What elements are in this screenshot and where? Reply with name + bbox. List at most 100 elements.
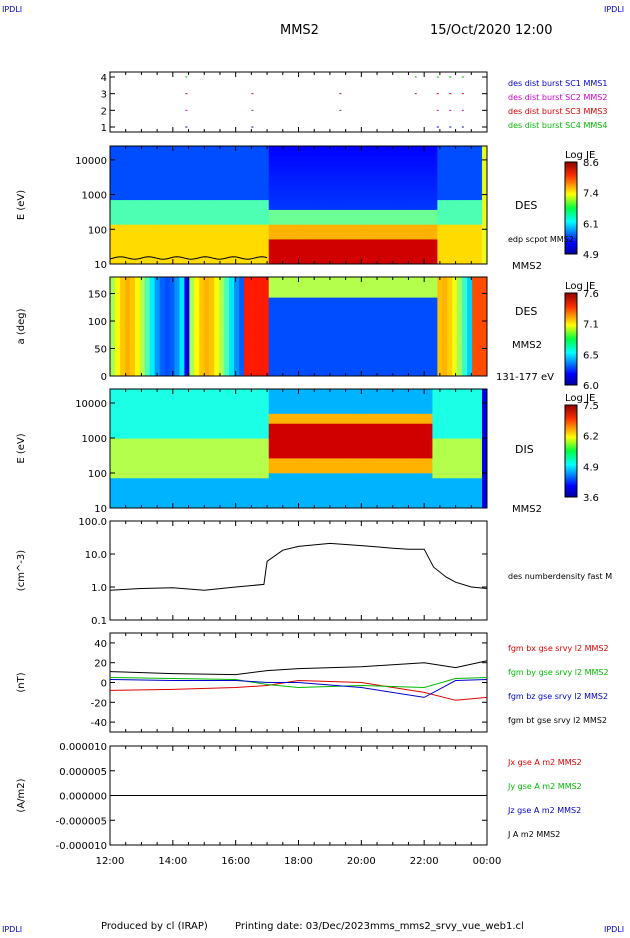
des-pitch-cell [279, 347, 284, 352]
des-pitch-cell [289, 343, 294, 348]
des-energy-cell [189, 230, 194, 235]
des-energy-cell [452, 235, 457, 240]
des-pitch-cell [160, 302, 165, 307]
des-pitch-cell [130, 314, 135, 319]
des-pitch-cell [234, 355, 239, 360]
des-energy-cell [477, 205, 482, 210]
des-pitch-cell [239, 302, 244, 307]
des-pitch-cell [457, 298, 462, 303]
dis-energy-cell [174, 473, 179, 478]
dis-energy-cell [145, 498, 150, 503]
des-energy-cell [383, 185, 388, 190]
des-pitch-cell [174, 360, 179, 365]
des-energy-cell [239, 244, 244, 249]
dis-energy-cell [234, 394, 239, 399]
dis-energy-cell [130, 434, 135, 439]
des-energy-cell [284, 230, 289, 235]
des-energy-cell [393, 166, 398, 171]
dis-energy-cell [199, 439, 204, 444]
des-energy-cell [184, 166, 189, 171]
des-energy-cell [179, 161, 184, 166]
des-energy-cell [179, 176, 184, 181]
dis-energy-cell [224, 419, 229, 424]
dis-energy-cell [150, 483, 155, 488]
dis-energy-cell [269, 493, 274, 498]
des-pitch-cell [189, 335, 194, 340]
des-energy-cell [308, 244, 313, 249]
dis-energy-cell [279, 399, 284, 404]
des-pitch-cell [447, 306, 452, 311]
des-energy-cell [303, 171, 308, 176]
des-energy-cell [264, 146, 269, 151]
des-pitch-cell [472, 306, 477, 311]
des-pitch-cell [432, 294, 437, 299]
des-pitch-cell [403, 314, 408, 319]
dis-energy-cell [254, 483, 259, 488]
dis-energy-cell [284, 394, 289, 399]
des-pitch-cell [457, 327, 462, 332]
des-energy-cell [348, 190, 353, 195]
dis-energy-cell [269, 453, 274, 458]
des-energy-cell [229, 244, 234, 249]
dis-energy-cell [318, 439, 323, 444]
dis-energy-cell [318, 444, 323, 449]
des-pitch-cell [398, 351, 403, 356]
des-pitch-cell [477, 294, 482, 299]
des-pitch-cell [279, 281, 284, 286]
dis-energy-cell [184, 409, 189, 414]
dis-energy-cell [299, 473, 304, 478]
dis-energy-cell [174, 409, 179, 414]
des-pitch-cell [239, 285, 244, 290]
des-pitch-cell [199, 335, 204, 340]
dis-energy-cell [214, 404, 219, 409]
des-energy-cell [234, 151, 239, 156]
des-energy-cell [274, 205, 279, 210]
des-pitch-cell [373, 355, 378, 360]
des-pitch-cell [289, 285, 294, 290]
dis-energy-cell [135, 394, 140, 399]
dis-energy-cell [204, 414, 209, 419]
des-pitch-cell [403, 368, 408, 373]
des-energy-cell [348, 225, 353, 230]
dis-energy-cell [274, 434, 279, 439]
des-energy-cell [323, 171, 328, 176]
dis-energy-cell [299, 498, 304, 503]
des-energy-cell [209, 210, 214, 215]
des-pitch-cell [472, 360, 477, 365]
des-energy-cell [284, 156, 289, 161]
des-pitch-cell [358, 318, 363, 323]
des-pitch-cell [279, 322, 284, 327]
des-energy-cell [442, 151, 447, 156]
des-energy-cell [244, 220, 249, 225]
des-pitch-cell [165, 364, 170, 369]
des-energy-cell [437, 210, 442, 215]
des-energy-cell [373, 239, 378, 244]
des-pitch-cell [259, 281, 264, 286]
des-pitch-cell [214, 327, 219, 332]
des-energy-cell [348, 215, 353, 220]
des-pitch-cell [427, 335, 432, 340]
des-energy-cell [224, 161, 229, 166]
des-pitch-cell [234, 314, 239, 319]
dis-energy-cell [269, 468, 274, 473]
des-energy-cell [388, 156, 393, 161]
dis-energy-cell [303, 414, 308, 419]
des-energy-cell [120, 151, 125, 156]
des-energy-cell [393, 171, 398, 176]
des-pitch-cell [452, 322, 457, 327]
dis-energy-cell [194, 414, 199, 419]
dis-energy-cell [303, 453, 308, 458]
des-pitch-cell [179, 335, 184, 340]
des-energy-cell [204, 225, 209, 230]
dis-energy-cell [294, 439, 299, 444]
des-pitch-cell [269, 306, 274, 311]
dis-energy-cell [254, 434, 259, 439]
des-energy-cell [358, 225, 363, 230]
dis-energy-cell [318, 493, 323, 498]
dis-energy-cell [155, 424, 160, 429]
des-pitch-cell [313, 351, 318, 356]
dis-energy-cell [165, 488, 170, 493]
des-pitch-cell [279, 314, 284, 319]
des-pitch-cell [373, 368, 378, 373]
des-pitch-cell [259, 339, 264, 344]
